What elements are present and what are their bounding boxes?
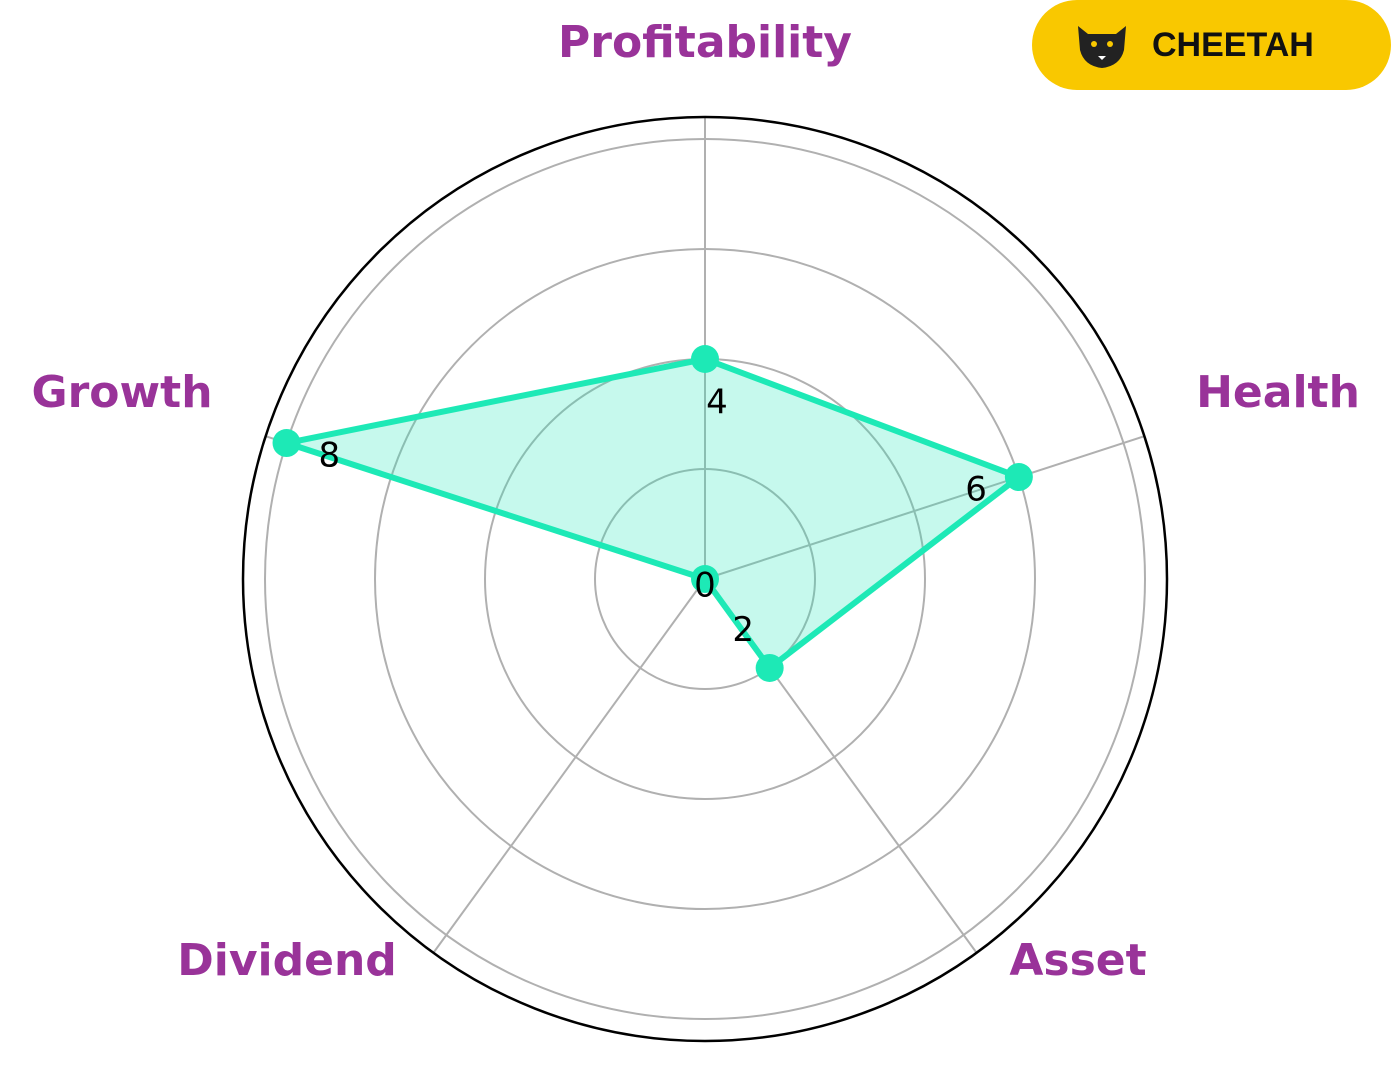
spoke	[704, 435, 1145, 580]
data-point	[691, 345, 719, 373]
value-label: 2	[732, 610, 754, 650]
data-point	[755, 653, 784, 682]
badge-icon	[1078, 26, 1126, 68]
category-label: Asset	[1009, 935, 1146, 986]
data-point	[691, 565, 719, 593]
value-label: 6	[965, 469, 987, 509]
value-label: 0	[694, 566, 716, 606]
category-label: Growth	[31, 367, 212, 418]
badge: CHEETAH	[1032, 0, 1391, 90]
value-label: 4	[706, 383, 728, 423]
category-label: Health	[1196, 367, 1360, 418]
category-label: Dividend	[177, 935, 397, 986]
data-point	[272, 429, 301, 458]
category-label: Profitability	[558, 17, 852, 68]
value-label: 8	[319, 435, 341, 475]
outer-frame	[241, 115, 1169, 1043]
data-point	[1004, 463, 1033, 492]
badge-background	[1032, 0, 1391, 90]
spoke	[432, 578, 706, 954]
badge-text: CHEETAH	[1152, 26, 1314, 64]
radar-area	[283, 356, 1022, 671]
